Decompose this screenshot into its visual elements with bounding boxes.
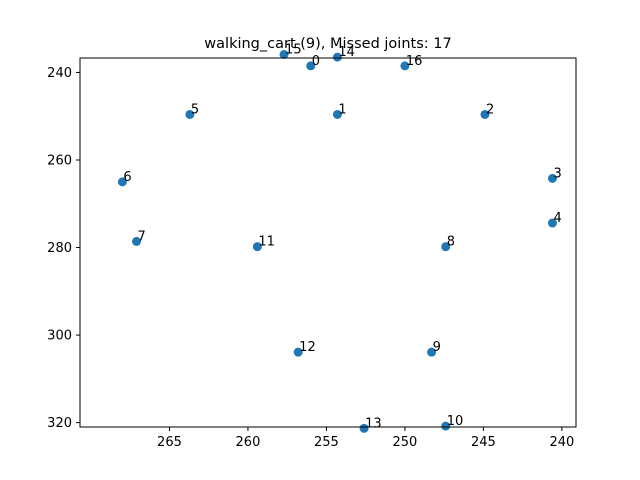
chart-title: walking_cart (9), Missed joints: 17 xyxy=(204,36,451,52)
data-point-9 xyxy=(427,347,437,357)
data-point-3 xyxy=(547,173,557,183)
data-point-14 xyxy=(332,52,342,62)
data-point-label: 15 xyxy=(285,42,302,57)
data-point-7 xyxy=(132,236,142,246)
data-point-label: 4 xyxy=(553,211,561,226)
data-point-0 xyxy=(306,61,316,71)
plot-frame xyxy=(79,57,577,428)
x-tick-label: 260 xyxy=(236,435,261,450)
data-point-label: 3 xyxy=(553,166,561,181)
data-point-label: 6 xyxy=(123,170,131,185)
y-tick-label: 240 xyxy=(47,66,72,81)
data-point-15 xyxy=(279,49,289,59)
data-point-label: 0 xyxy=(312,54,320,69)
y-tick-label: 260 xyxy=(47,153,72,168)
data-point-label: 12 xyxy=(299,340,316,355)
data-point-16 xyxy=(400,61,410,71)
data-point-label: 8 xyxy=(447,235,455,250)
data-point-label: 5 xyxy=(191,102,199,117)
data-point-1 xyxy=(332,109,342,119)
x-tick-label: 265 xyxy=(157,435,182,450)
y-tick-label: 320 xyxy=(47,416,72,431)
x-tick-label: 245 xyxy=(471,435,496,450)
data-point-label: 13 xyxy=(365,416,382,431)
data-point-5 xyxy=(185,109,195,119)
data-point-label: 7 xyxy=(138,229,146,244)
data-point-label: 9 xyxy=(433,340,441,355)
data-point-6 xyxy=(117,177,127,187)
x-tick-label: 255 xyxy=(314,435,339,450)
data-point-label: 16 xyxy=(406,54,423,69)
x-tick-label: 240 xyxy=(549,435,574,450)
data-point-10 xyxy=(441,421,451,431)
x-tick-label: 250 xyxy=(392,435,417,450)
data-point-label: 14 xyxy=(338,45,355,60)
data-point-8 xyxy=(441,242,451,252)
y-tick-label: 300 xyxy=(47,329,72,344)
data-point-11 xyxy=(252,242,262,252)
data-point-13 xyxy=(359,423,369,433)
data-point-label: 2 xyxy=(486,102,494,117)
data-point-label: 1 xyxy=(338,102,346,117)
data-point-label: 10 xyxy=(447,414,464,429)
data-point-12 xyxy=(293,347,303,357)
data-point-2 xyxy=(480,109,490,119)
y-tick-label: 280 xyxy=(47,241,72,256)
data-point-4 xyxy=(547,218,557,228)
data-point-label: 11 xyxy=(258,235,275,250)
